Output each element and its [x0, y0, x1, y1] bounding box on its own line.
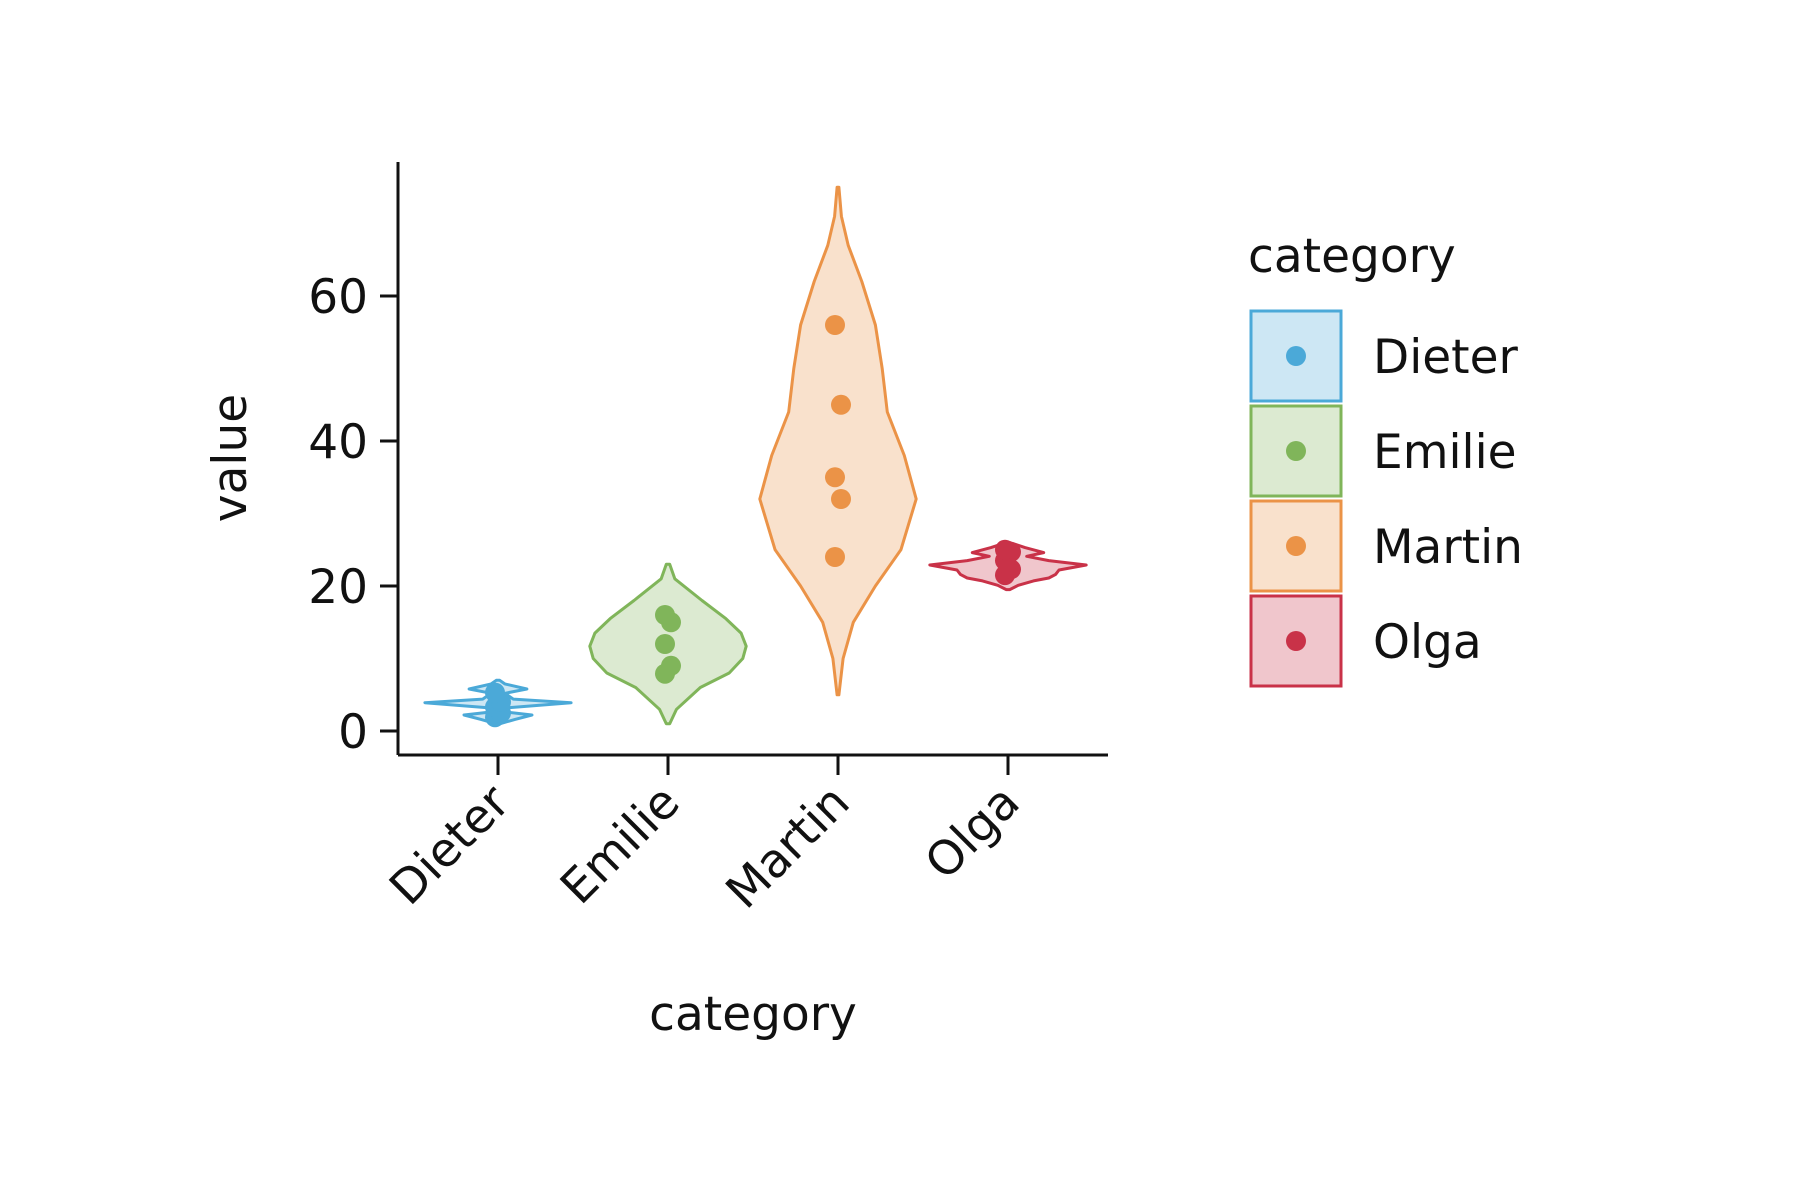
x-tick-label: Emilie: [550, 775, 690, 915]
legend-label-emilie: Emilie: [1373, 425, 1517, 480]
legend-marker-emilie: [1286, 441, 1306, 461]
point-layer: [485, 315, 1021, 728]
y-axis-title: value: [203, 394, 258, 522]
legend-label-olga: Olga: [1373, 615, 1482, 670]
point-martin: [831, 394, 851, 415]
legend-label-dieter: Dieter: [1373, 330, 1519, 385]
legend-items: Dieter Emilie Martin Olga: [1249, 309, 1523, 688]
legend-marker-martin: [1286, 536, 1306, 556]
legend-label-martin: Martin: [1373, 520, 1523, 575]
point-martin: [831, 489, 851, 509]
point-emilie: [655, 634, 675, 654]
point-martin: [825, 315, 845, 335]
y-tick-label: 40: [308, 415, 368, 470]
y-tick-label: 60: [308, 270, 368, 325]
y-tick-label: 0: [338, 705, 368, 760]
point-dieter: [485, 682, 505, 703]
y-ticks: 0 20 40 60: [308, 270, 398, 760]
y-tick-label: 20: [308, 560, 368, 615]
x-axis-title: category: [649, 987, 857, 1042]
x-ticks: Dieter Emilie Martin Olga: [379, 755, 1030, 920]
legend: category Dieter Emilie Martin Olga: [1248, 229, 1523, 688]
point-olga: [995, 539, 1015, 560]
legend-title: category: [1248, 229, 1456, 284]
legend-marker-dieter: [1286, 346, 1306, 366]
x-tick-label: Dieter: [379, 774, 521, 916]
x-tick-label: Olga: [915, 775, 1031, 891]
x-tick-label: Martin: [716, 775, 861, 920]
point-martin: [825, 467, 845, 488]
violin-layer: [423, 185, 1088, 726]
violin-martin: [758, 185, 918, 697]
point-emilie: [655, 605, 675, 625]
legend-marker-olga: [1286, 631, 1306, 651]
point-emilie: [661, 655, 681, 676]
point-martin: [825, 547, 845, 567]
